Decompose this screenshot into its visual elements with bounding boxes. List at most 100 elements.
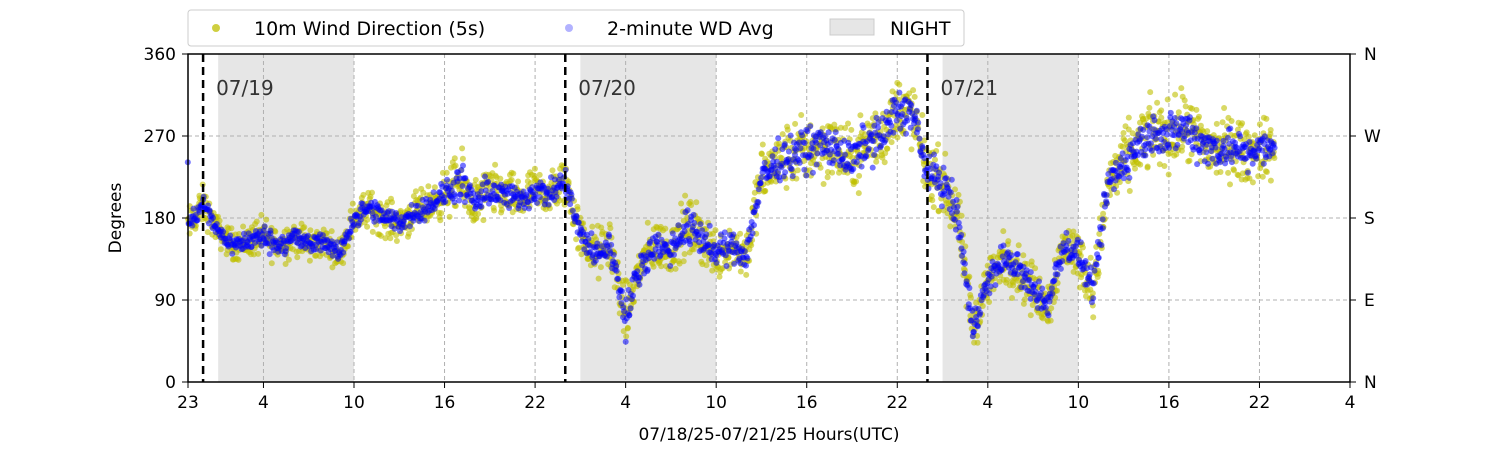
wind-5s-point: [1100, 210, 1107, 217]
wd-avg-point: [961, 260, 968, 267]
wd-avg-point: [1174, 141, 1181, 148]
wd-avg-point: [460, 162, 466, 169]
wd-avg-point: [776, 177, 783, 184]
wind-5s-point: [307, 227, 314, 234]
wd-avg-point: [988, 273, 995, 280]
wd-avg-point: [655, 231, 662, 238]
wind-5s-point: [575, 244, 582, 251]
wd-avg-point: [1269, 150, 1276, 157]
wind-5s-point: [1020, 252, 1027, 259]
wd-avg-point: [345, 235, 352, 242]
wd-avg-point: [813, 161, 820, 168]
wd-avg-point: [1099, 225, 1106, 232]
wd-avg-point: [1140, 126, 1147, 133]
wd-avg-point: [636, 274, 643, 281]
wd-avg-point: [1183, 122, 1190, 129]
wd-avg-point: [627, 305, 634, 312]
wd-avg-point: [1249, 160, 1256, 167]
wd-avg-point: [992, 282, 999, 289]
wind-5s-point: [986, 299, 993, 305]
wind-5s-point: [678, 200, 685, 207]
wd-avg-point: [592, 257, 599, 264]
wd-avg-point: [1146, 128, 1153, 135]
wind-5s-point: [737, 230, 744, 237]
wind-5s-point: [1165, 171, 1172, 178]
wd-avg-point: [532, 191, 539, 198]
wd-avg-point: [1091, 267, 1098, 274]
wind-5s-point: [658, 263, 665, 270]
wind-5s-point: [842, 125, 849, 131]
wd-avg-point: [267, 230, 274, 237]
wd-avg-point: [743, 262, 749, 269]
wind-5s-point: [431, 184, 438, 191]
wind-5s-point: [437, 217, 444, 224]
wd-avg-point: [1048, 285, 1055, 292]
wd-avg-point: [568, 195, 575, 202]
day-label: 07/19: [216, 76, 274, 100]
wind-5s-point: [974, 339, 981, 346]
wind-5s-point: [1158, 107, 1165, 114]
wind-5s-point: [1175, 109, 1182, 116]
wd-avg-point: [853, 159, 860, 166]
wd-avg-point: [882, 137, 889, 144]
wd-avg-point: [1119, 150, 1126, 157]
wind-5s-point: [1255, 173, 1262, 180]
wind-5s-point: [301, 224, 308, 231]
wd-avg-point: [626, 312, 633, 318]
x-tick-label: 10: [1068, 393, 1090, 413]
wd-avg-point: [669, 230, 676, 237]
wd-avg-point: [953, 197, 960, 203]
wd-avg-point: [916, 135, 923, 142]
wd-avg-point: [1152, 135, 1159, 142]
wd-avg-point: [697, 221, 704, 228]
wd-avg-point: [651, 255, 658, 262]
wd-avg-point: [723, 263, 730, 269]
wd-avg-point: [553, 193, 560, 200]
wd-avg-point: [941, 190, 948, 197]
x-axis-title: 07/18/25-07/21/25 Hours(UTC): [638, 425, 899, 445]
wd-avg-point: [1042, 304, 1049, 311]
wind-5s-point: [845, 120, 851, 127]
wd-avg-point: [196, 209, 203, 215]
wd-avg-point: [456, 197, 463, 204]
day-label: 07/20: [578, 76, 636, 100]
wd-avg-point: [758, 174, 765, 181]
wd-avg-point: [937, 180, 944, 187]
wd-avg-point: [414, 202, 421, 209]
wind-5s-point: [475, 210, 482, 217]
wind-5s-point: [347, 207, 354, 214]
legend-marker-night: [829, 18, 875, 36]
wd-avg-point: [938, 203, 945, 210]
wind-5s-point: [1000, 228, 1007, 235]
wind-5s-point: [935, 141, 942, 148]
wd-avg-point: [699, 227, 706, 234]
wind-5s-point: [1032, 265, 1039, 272]
wd-avg-point: [618, 288, 625, 295]
wd-avg-point: [850, 166, 857, 172]
wd-avg-point: [896, 89, 903, 96]
wind-5s-point: [364, 216, 371, 223]
wd-avg-point: [914, 126, 921, 133]
wind-5s-point: [1089, 290, 1096, 297]
wind-5s-point: [829, 169, 836, 176]
wind-5s-point: [536, 171, 543, 178]
wind-5s-point: [446, 213, 453, 220]
wind-5s-point: [268, 260, 275, 267]
wd-avg-point: [1012, 259, 1019, 266]
wd-avg-point: [1111, 186, 1117, 193]
wd-avg-point: [229, 250, 236, 257]
wd-avg-point: [347, 228, 354, 235]
wd-avg-point: [1120, 175, 1127, 182]
wind-5s-point: [792, 120, 799, 127]
wind-5s-point: [515, 178, 522, 185]
wd-avg-point: [713, 259, 720, 266]
wd-avg-point: [585, 235, 592, 242]
wd-avg-point: [1167, 109, 1174, 116]
x-tick-label: 10: [343, 393, 365, 413]
wd-avg-point: [974, 323, 981, 330]
wind-5s-point: [1245, 133, 1252, 140]
wind-5s-point: [1158, 114, 1165, 121]
wind-5s-point: [958, 212, 965, 219]
wind-5s-point: [921, 137, 928, 144]
x-tick-label: 4: [1345, 393, 1356, 413]
